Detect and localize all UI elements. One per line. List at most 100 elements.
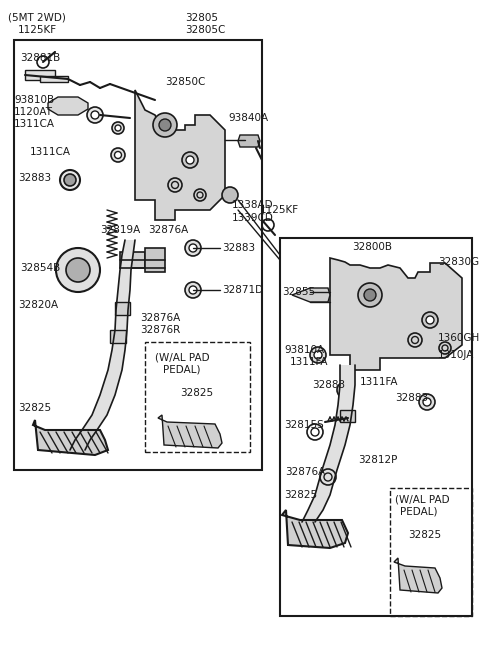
Polygon shape xyxy=(238,135,260,147)
Text: 93810A: 93810A xyxy=(284,345,324,355)
Circle shape xyxy=(423,398,431,406)
Text: 32805: 32805 xyxy=(185,13,218,23)
Circle shape xyxy=(66,258,90,282)
Text: 32876R: 32876R xyxy=(140,325,180,335)
Bar xyxy=(280,238,472,616)
Text: 32876A: 32876A xyxy=(148,225,188,235)
Polygon shape xyxy=(115,310,128,330)
Polygon shape xyxy=(282,510,348,548)
Text: 32876A: 32876A xyxy=(285,467,325,477)
Polygon shape xyxy=(118,270,131,290)
Text: 32825: 32825 xyxy=(408,530,441,540)
Circle shape xyxy=(153,113,177,137)
Text: 1338AD: 1338AD xyxy=(232,200,274,210)
Text: 32805C: 32805C xyxy=(185,25,226,35)
Text: 32883: 32883 xyxy=(222,243,255,253)
Text: 1311CA: 1311CA xyxy=(14,119,55,129)
Text: 1360GH: 1360GH xyxy=(438,333,480,343)
Polygon shape xyxy=(330,258,462,370)
Polygon shape xyxy=(108,350,125,370)
Circle shape xyxy=(341,386,349,394)
Text: 32825: 32825 xyxy=(284,490,317,500)
Text: 93840A: 93840A xyxy=(228,113,268,123)
Text: 32850C: 32850C xyxy=(165,77,205,87)
Polygon shape xyxy=(292,288,330,302)
Polygon shape xyxy=(340,410,355,422)
Text: 32825: 32825 xyxy=(18,403,51,413)
Polygon shape xyxy=(100,370,122,395)
Polygon shape xyxy=(112,330,127,350)
Circle shape xyxy=(87,107,103,123)
Circle shape xyxy=(115,125,121,131)
Polygon shape xyxy=(122,240,135,255)
Circle shape xyxy=(56,248,100,292)
Polygon shape xyxy=(70,440,90,450)
Bar xyxy=(14,40,262,470)
Circle shape xyxy=(111,148,125,162)
Polygon shape xyxy=(116,290,130,310)
Polygon shape xyxy=(302,510,323,522)
Circle shape xyxy=(364,289,376,301)
Text: 32815S: 32815S xyxy=(284,420,324,430)
Polygon shape xyxy=(110,330,126,343)
Text: 32830G: 32830G xyxy=(438,257,479,267)
Circle shape xyxy=(310,347,326,363)
Text: 93810B: 93810B xyxy=(14,95,54,105)
Circle shape xyxy=(222,187,238,203)
Bar xyxy=(390,488,472,616)
Polygon shape xyxy=(120,255,133,270)
Circle shape xyxy=(185,282,201,298)
Circle shape xyxy=(60,170,80,190)
Text: 32812P: 32812P xyxy=(358,455,397,465)
Text: 1311CA: 1311CA xyxy=(30,147,71,157)
Polygon shape xyxy=(338,385,355,405)
Text: PEDAL): PEDAL) xyxy=(400,507,437,517)
Circle shape xyxy=(115,152,121,159)
Text: 1311FA: 1311FA xyxy=(360,377,398,387)
Circle shape xyxy=(159,119,171,131)
Polygon shape xyxy=(335,405,353,425)
Circle shape xyxy=(91,111,99,119)
Polygon shape xyxy=(145,248,165,272)
Text: 32854B: 32854B xyxy=(20,263,60,273)
Text: 32876A: 32876A xyxy=(140,313,180,323)
Polygon shape xyxy=(33,420,108,455)
Polygon shape xyxy=(322,445,345,470)
Polygon shape xyxy=(48,97,88,115)
Text: 32883: 32883 xyxy=(312,380,345,390)
Text: 1339CD: 1339CD xyxy=(232,213,274,223)
Text: 32825: 32825 xyxy=(180,388,213,398)
Circle shape xyxy=(189,286,197,294)
Polygon shape xyxy=(75,430,97,440)
Text: PEDAL): PEDAL) xyxy=(163,365,201,375)
Text: 1125KF: 1125KF xyxy=(18,25,57,35)
Polygon shape xyxy=(308,495,330,510)
Text: 1125KF: 1125KF xyxy=(260,205,299,215)
Text: 32819A: 32819A xyxy=(100,225,140,235)
Text: 32855: 32855 xyxy=(282,287,315,297)
Text: 32871D: 32871D xyxy=(222,285,263,295)
Circle shape xyxy=(358,283,382,307)
Text: (5MT 2WD): (5MT 2WD) xyxy=(8,13,66,23)
Polygon shape xyxy=(394,558,442,593)
Circle shape xyxy=(426,316,434,324)
Polygon shape xyxy=(340,365,355,385)
Text: 1120AT: 1120AT xyxy=(14,107,53,117)
Text: 32820A: 32820A xyxy=(18,300,58,310)
Polygon shape xyxy=(315,470,337,495)
Text: (W/AL PAD: (W/AL PAD xyxy=(155,353,210,363)
Polygon shape xyxy=(135,90,225,220)
Polygon shape xyxy=(40,76,68,82)
Bar xyxy=(145,342,250,452)
Circle shape xyxy=(422,312,438,328)
Polygon shape xyxy=(82,415,107,430)
Circle shape xyxy=(112,122,124,134)
Circle shape xyxy=(64,174,76,186)
Text: (W/AL PAD: (W/AL PAD xyxy=(395,495,450,505)
Circle shape xyxy=(182,152,198,168)
Polygon shape xyxy=(120,252,145,268)
Circle shape xyxy=(186,156,194,164)
Polygon shape xyxy=(330,425,350,445)
Circle shape xyxy=(185,240,201,256)
Circle shape xyxy=(419,394,435,410)
